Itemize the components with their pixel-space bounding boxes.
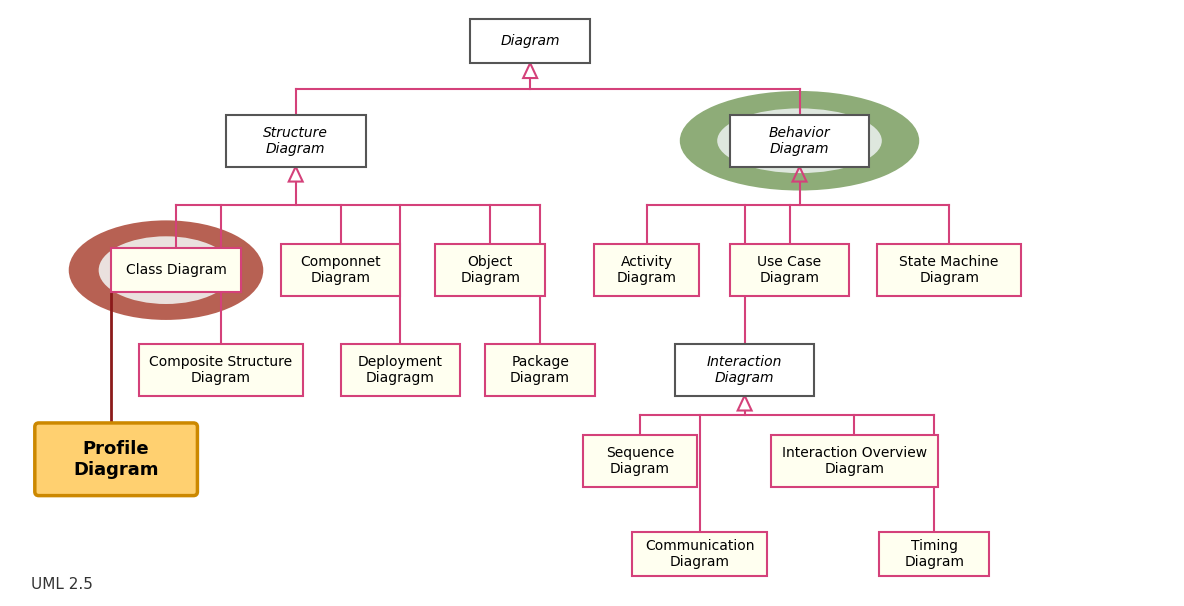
Text: Profile
Diagram: Profile Diagram: [73, 440, 159, 479]
FancyBboxPatch shape: [594, 244, 700, 296]
FancyBboxPatch shape: [436, 244, 545, 296]
FancyBboxPatch shape: [729, 244, 849, 296]
FancyBboxPatch shape: [34, 423, 198, 496]
Ellipse shape: [680, 91, 919, 190]
Text: Sequence
Diagram: Sequence Diagram: [606, 446, 674, 476]
FancyBboxPatch shape: [470, 19, 590, 63]
FancyBboxPatch shape: [729, 115, 869, 167]
FancyBboxPatch shape: [111, 248, 240, 292]
FancyBboxPatch shape: [771, 435, 938, 487]
Text: Use Case
Diagram: Use Case Diagram: [758, 255, 822, 285]
Text: Activity
Diagram: Activity Diagram: [617, 255, 677, 285]
FancyBboxPatch shape: [281, 244, 400, 296]
Ellipse shape: [718, 108, 882, 173]
Text: Diagram: Diagram: [501, 34, 560, 48]
Text: Behavior
Diagram: Behavior Diagram: [768, 125, 830, 156]
FancyBboxPatch shape: [877, 244, 1022, 296]
Text: State Machine
Diagram: State Machine Diagram: [900, 255, 999, 285]
FancyBboxPatch shape: [632, 532, 767, 576]
Text: Composite Structure
Diagram: Composite Structure Diagram: [149, 355, 292, 385]
Text: Interaction Overview
Diagram: Interaction Overview Diagram: [781, 446, 927, 476]
FancyBboxPatch shape: [880, 532, 989, 576]
Ellipse shape: [69, 221, 263, 320]
Text: Class Diagram: Class Diagram: [126, 263, 226, 277]
FancyBboxPatch shape: [675, 344, 815, 396]
FancyBboxPatch shape: [341, 344, 461, 396]
Ellipse shape: [98, 236, 233, 304]
Text: Communication
Diagram: Communication Diagram: [645, 539, 754, 569]
Text: UML 2.5: UML 2.5: [31, 577, 94, 592]
FancyBboxPatch shape: [226, 115, 366, 167]
Text: Structure
Diagram: Structure Diagram: [263, 125, 328, 156]
Text: Package
Diagram: Package Diagram: [510, 355, 571, 385]
FancyBboxPatch shape: [139, 344, 303, 396]
Text: Object
Diagram: Object Diagram: [461, 255, 520, 285]
FancyBboxPatch shape: [485, 344, 596, 396]
Text: Componnet
Diagram: Componnet Diagram: [301, 255, 381, 285]
Text: Interaction
Diagram: Interaction Diagram: [707, 355, 783, 385]
Text: Deployment
Diagragm: Deployment Diagragm: [358, 355, 443, 385]
FancyBboxPatch shape: [583, 435, 697, 487]
Text: Timing
Diagram: Timing Diagram: [905, 539, 964, 569]
